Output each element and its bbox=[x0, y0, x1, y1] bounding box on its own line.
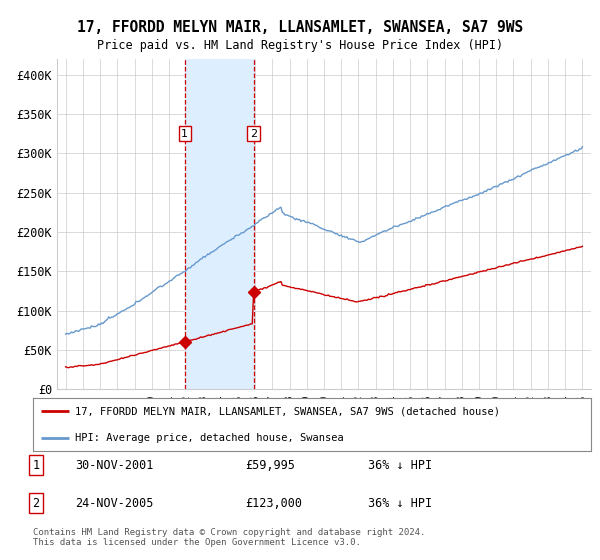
Text: 1: 1 bbox=[181, 129, 188, 138]
Text: 36% ↓ HPI: 36% ↓ HPI bbox=[368, 459, 432, 472]
Text: 30-NOV-2001: 30-NOV-2001 bbox=[75, 459, 153, 472]
Text: Contains HM Land Registry data © Crown copyright and database right 2024.
This d: Contains HM Land Registry data © Crown c… bbox=[33, 528, 425, 547]
Text: Price paid vs. HM Land Registry's House Price Index (HPI): Price paid vs. HM Land Registry's House … bbox=[97, 39, 503, 52]
Bar bbox=[185, 59, 254, 389]
Text: £59,995: £59,995 bbox=[245, 459, 295, 472]
Text: 2: 2 bbox=[250, 129, 257, 138]
Text: 1: 1 bbox=[32, 459, 40, 472]
Text: 2: 2 bbox=[32, 497, 40, 510]
Text: 17, FFORDD MELYN MAIR, LLANSAMLET, SWANSEA, SA7 9WS: 17, FFORDD MELYN MAIR, LLANSAMLET, SWANS… bbox=[77, 20, 523, 35]
Text: 24-NOV-2005: 24-NOV-2005 bbox=[75, 497, 153, 510]
Text: 17, FFORDD MELYN MAIR, LLANSAMLET, SWANSEA, SA7 9WS (detached house): 17, FFORDD MELYN MAIR, LLANSAMLET, SWANS… bbox=[75, 407, 500, 417]
Text: £123,000: £123,000 bbox=[245, 497, 302, 510]
Text: HPI: Average price, detached house, Swansea: HPI: Average price, detached house, Swan… bbox=[75, 433, 344, 443]
Text: 36% ↓ HPI: 36% ↓ HPI bbox=[368, 497, 432, 510]
